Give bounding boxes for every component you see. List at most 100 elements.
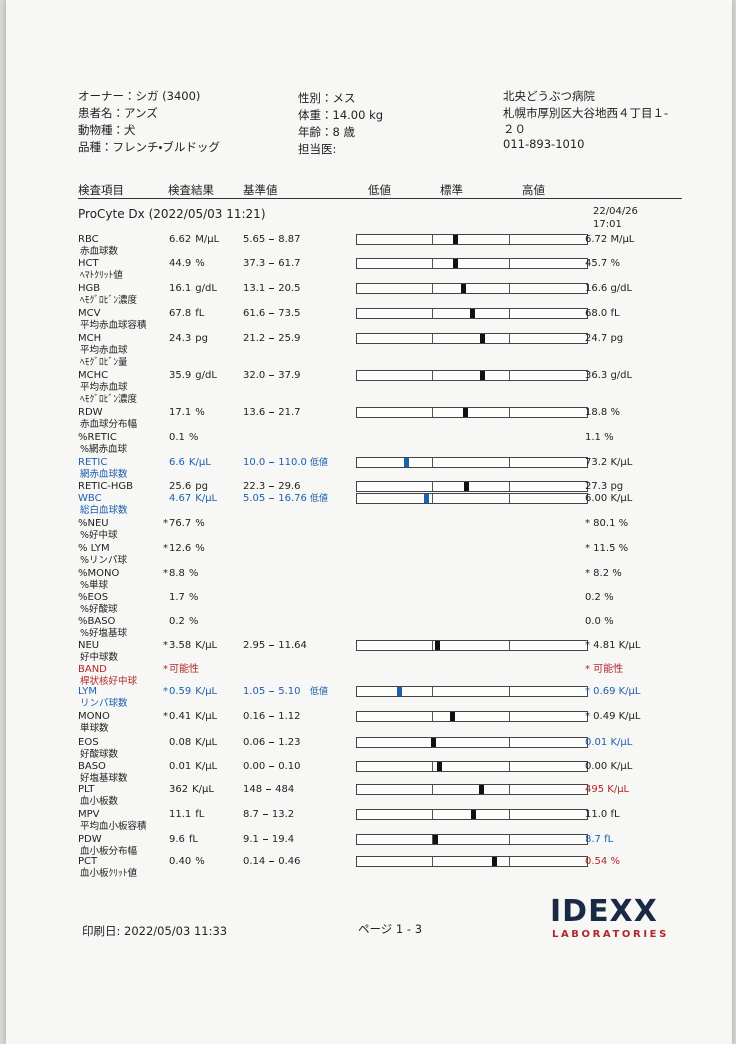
- result: 67.8 fL: [163, 308, 204, 320]
- status-flag: 低値: [310, 494, 329, 504]
- result-marker: [480, 371, 486, 380]
- range-dash: [269, 644, 275, 646]
- result: 6.62 M/μL: [163, 234, 219, 246]
- test-name: 血小板数: [80, 796, 119, 807]
- bar-divider: [509, 235, 510, 244]
- result-unit: %: [195, 856, 205, 867]
- phone: 011-893-1010: [503, 137, 585, 151]
- reference-range: 61.6 73.5: [243, 308, 301, 320]
- logo-sub: LABORATORIES: [552, 929, 669, 940]
- result-marker: [492, 857, 498, 866]
- range-bar: [356, 809, 588, 820]
- test-name: 平均赤血球容積: [80, 320, 147, 331]
- bar-divider: [432, 371, 433, 380]
- bar-divider: [509, 835, 510, 844]
- bar-divider: [509, 284, 510, 293]
- bar-divider: [509, 810, 510, 819]
- range-bar: [356, 834, 588, 845]
- previous-result: 495 K/μL: [585, 784, 630, 795]
- range-dash: [269, 765, 275, 767]
- test-code: %MONO: [78, 568, 120, 579]
- header-rule: [78, 198, 682, 199]
- test-code: EOS: [78, 737, 99, 748]
- bar-divider: [432, 494, 433, 503]
- owner: オーナー：シガ (3400): [78, 89, 201, 103]
- range-bar: [356, 308, 588, 319]
- range-bar: [356, 686, 588, 697]
- range-dash: [269, 312, 275, 314]
- test-name: 好塩基球数: [80, 773, 128, 784]
- previous-result: 8.7 fL: [585, 834, 614, 845]
- test-name: ﾍﾓｸﾞﾛﾋﾞﾝ濃度: [80, 394, 138, 405]
- previous-result: 0.00 K/μL: [585, 761, 633, 772]
- range-high: 484: [275, 784, 295, 795]
- test-code: PCT: [78, 856, 98, 867]
- bar-divider: [432, 835, 433, 844]
- previous-result: 11.0 fL: [585, 809, 620, 820]
- previous-result: 16.6 g/dL: [585, 283, 633, 294]
- result: 0.40%: [163, 856, 205, 868]
- bar-divider: [432, 641, 433, 650]
- result-marker: [430, 738, 436, 747]
- result-unit: K/μL: [195, 686, 218, 697]
- reference-range: 13.6 21.7: [243, 407, 301, 419]
- sex: 性別：メス: [298, 91, 356, 105]
- range-high: 0.46: [278, 856, 301, 867]
- test-code: LYM: [78, 686, 97, 697]
- result-value: 0.1: [169, 432, 185, 443]
- result-value: 6.6: [169, 457, 185, 468]
- result-unit: fL: [195, 308, 205, 319]
- range-low: 0.14: [243, 856, 266, 867]
- test-code: WBC: [78, 493, 102, 504]
- reference-range: 148 484: [243, 784, 294, 796]
- range-dash: [269, 411, 275, 413]
- test-name: %好酸球: [80, 604, 118, 615]
- section-title: ProCyte Dx (2022/05/03 11:21): [78, 207, 266, 221]
- result-flag-mark: *: [163, 518, 168, 529]
- result: 24.3 pg: [163, 333, 208, 345]
- range-low: 13.1: [243, 283, 266, 294]
- column-header: 標準: [440, 183, 463, 197]
- reference-range: 13.1 20.5: [243, 283, 301, 295]
- result-unit: %: [195, 518, 205, 529]
- previous-result: 0.2 %: [585, 592, 614, 603]
- previous-result: * 4.81 K/μL: [585, 640, 641, 651]
- test-name: 網赤血球数: [80, 469, 128, 480]
- test-code: MCH: [78, 333, 102, 344]
- test-code: RDW: [78, 407, 103, 418]
- range-high: 73.5: [278, 308, 301, 319]
- result-unit: fL: [188, 834, 198, 845]
- result-flag-mark: *: [163, 543, 168, 554]
- reference-range: 10.0 110.0: [243, 457, 307, 469]
- result: *3.58 K/μL: [163, 640, 217, 652]
- result-value: 0.2: [169, 616, 185, 627]
- result-marker: [404, 458, 409, 467]
- range-bar: [356, 737, 588, 748]
- result-unit: K/μL: [195, 640, 218, 651]
- range-bar: [356, 283, 588, 294]
- range-low: 22.3: [243, 481, 266, 492]
- range-dash: [269, 690, 275, 692]
- previous-result: 0.01 K/μL: [585, 737, 633, 748]
- result-value: 362: [169, 784, 189, 795]
- result-value: 67.8: [169, 308, 192, 319]
- previous-result: 6.00 K/μL: [585, 493, 633, 504]
- result-marker: [480, 334, 486, 343]
- range-high: 8.87: [278, 234, 301, 245]
- reference-range: 0.16 1.12: [243, 711, 301, 723]
- result: 16.1 g/dL: [163, 283, 217, 295]
- range-high: 19.4: [271, 834, 295, 845]
- result-unit: K/μL: [192, 784, 214, 795]
- previous-result: 73.2 K/μL: [585, 457, 633, 468]
- result-flag-mark: *: [163, 711, 168, 722]
- result-marker: [460, 284, 466, 293]
- weight: 体重：14.00 kg: [298, 108, 384, 122]
- test-name: 総白血球数: [80, 505, 128, 516]
- result-value: 4.67: [169, 493, 192, 504]
- result-value: 3.58: [169, 640, 192, 651]
- test-code: RETIC-HGB: [78, 481, 134, 492]
- reference-range: 2.95 11.64: [243, 640, 307, 652]
- result: 25.6 pg: [163, 481, 208, 493]
- result-flag-mark: *: [163, 664, 168, 675]
